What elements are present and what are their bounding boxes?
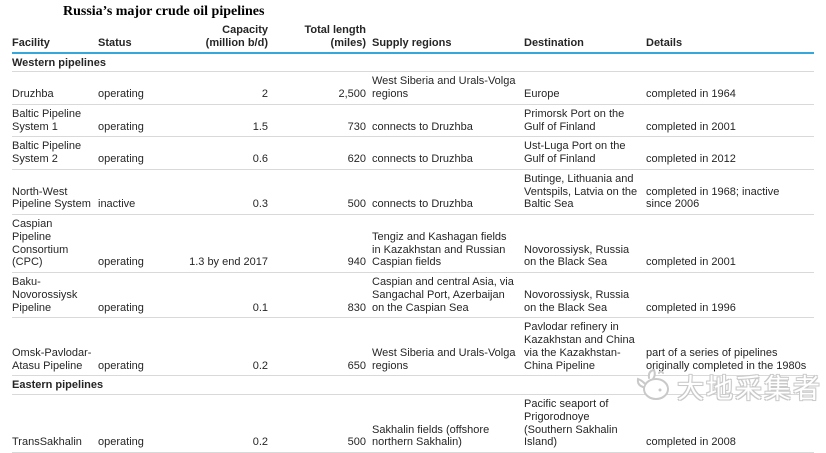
cell-facility: Caspian Pipeline Consortium (CPC) <box>12 214 98 273</box>
cell-total-length: 730 <box>274 104 372 138</box>
table-row: Druzhba operating 2 2,500 West Siberia a… <box>12 71 814 105</box>
cell-capacity: 0.3 <box>162 169 274 216</box>
cell-status: operating <box>98 104 162 138</box>
header-line: (million b/d) <box>205 36 268 49</box>
header-line: (miles) <box>330 36 366 49</box>
cell-facility: Baku-Novorossiysk Pipeline <box>12 272 98 319</box>
table-row: Baltic Pipeline System 2 operating 0.6 6… <box>12 136 814 170</box>
cell-status: operating <box>98 214 162 273</box>
cell-details: completed in 2001 <box>646 214 814 273</box>
table-header: Facility Status Capacity (million b/d) T… <box>12 22 814 54</box>
column-header-capacity: Capacity (million b/d) <box>162 22 274 54</box>
cell-status: operating <box>98 317 162 377</box>
table-row: Baltic Pipeline System 1 operating 1.5 7… <box>12 104 814 138</box>
header-line: Facility <box>12 36 50 49</box>
cell-destination: Novorossiysk, Russia on the Black Sea <box>524 272 646 319</box>
cell-total-length: 830 <box>274 272 372 319</box>
cell-destination: Primorsk Port on the Gulf of Finland <box>524 104 646 138</box>
cell-supply-regions: West Siberia and Urals-Volga regions <box>372 71 524 105</box>
cell-status: operating <box>98 71 162 105</box>
table-row: Baku-Novorossiysk Pipeline operating 0.1… <box>12 272 814 319</box>
pipeline-table-body: Western pipelines Druzhba operating 2 2,… <box>12 52 814 453</box>
cell-total-length: 2,500 <box>274 71 372 105</box>
table-row: Omsk-Pavlodar-Atasu Pipeline operating 0… <box>12 317 814 377</box>
cell-details: completed in 1968; inactive since 2006 <box>646 169 814 216</box>
cell-status: inactive <box>98 169 162 216</box>
section-label: Western pipelines <box>12 52 814 73</box>
cell-supply-regions: West Siberia and Urals-Volga regions <box>372 317 524 377</box>
cell-facility: Baltic Pipeline System 2 <box>12 136 98 170</box>
column-header-status: Status <box>98 22 162 54</box>
table-row: Caspian Pipeline Consortium (CPC) operat… <box>12 214 814 273</box>
cell-destination: Novorossiysk, Russia on the Black Sea <box>524 214 646 273</box>
section-row: Western pipelines <box>12 52 814 73</box>
cell-destination: Europe <box>524 71 646 105</box>
cell-supply-regions: connects to Druzhba <box>372 169 524 216</box>
cell-capacity: 2 <box>162 71 274 105</box>
cell-capacity: 1.5 <box>162 104 274 138</box>
column-header-facility: Facility <box>12 22 98 54</box>
column-header-destination: Destination <box>524 22 646 54</box>
cell-details: completed in 2012 <box>646 136 814 170</box>
cell-details: completed in 1996 <box>646 272 814 319</box>
cell-total-length: 650 <box>274 317 372 377</box>
column-header-supply-regions: Supply regions <box>372 22 524 54</box>
cell-supply-regions: Tengiz and Kashagan fields in Kazakhstan… <box>372 214 524 273</box>
section-label: Eastern pipelines <box>12 375 814 395</box>
cell-capacity: 0.1 <box>162 272 274 319</box>
cell-supply-regions: Caspian and central Asia, via Sangachal … <box>372 272 524 319</box>
header-line: Supply regions <box>372 36 452 49</box>
cell-facility: Omsk-Pavlodar-Atasu Pipeline <box>12 317 98 377</box>
section-row: Eastern pipelines <box>12 375 814 395</box>
cell-facility: Baltic Pipeline System 1 <box>12 104 98 138</box>
cell-status: operating <box>98 272 162 319</box>
header-line: Status <box>98 36 132 49</box>
cell-destination: Pavlodar refinery in Kazakhstan and Chin… <box>524 317 646 377</box>
cell-details: completed in 2001 <box>646 104 814 138</box>
cell-destination: Butinge, Lithuania and Ventspils, Latvia… <box>524 169 646 216</box>
cell-supply-regions: connects to Druzhba <box>372 104 524 138</box>
cell-facility: North-West Pipeline System <box>12 169 98 216</box>
cell-destination: Ust-Luga Port on the Gulf of Finland <box>524 136 646 170</box>
header-line: Details <box>646 36 683 49</box>
cell-supply-regions: connects to Druzhba <box>372 136 524 170</box>
header-line: Destination <box>524 36 584 49</box>
table-row: North-West Pipeline System inactive 0.3 … <box>12 169 814 216</box>
cell-facility: Druzhba <box>12 71 98 105</box>
cell-status: operating <box>98 136 162 170</box>
cell-details: part of a series of pipelines originally… <box>646 317 814 377</box>
cell-total-length: 500 <box>274 169 372 216</box>
column-header-details: Details <box>646 22 814 54</box>
cell-total-length: 620 <box>274 136 372 170</box>
pipeline-table: Facility Status Capacity (million b/d) T… <box>12 22 814 453</box>
header-line: Total length <box>304 24 366 36</box>
cell-capacity: 1.3 by end 2017 <box>162 214 274 273</box>
header-line: Capacity <box>222 24 268 36</box>
cell-total-length: 940 <box>274 214 372 273</box>
cell-capacity: 0.2 <box>162 317 274 377</box>
cell-capacity: 0.6 <box>162 136 274 170</box>
cell-details: completed in 1964 <box>646 71 814 105</box>
page-title: Russia’s major crude oil pipelines <box>63 4 265 19</box>
column-header-total-length: Total length (miles) <box>274 22 372 54</box>
